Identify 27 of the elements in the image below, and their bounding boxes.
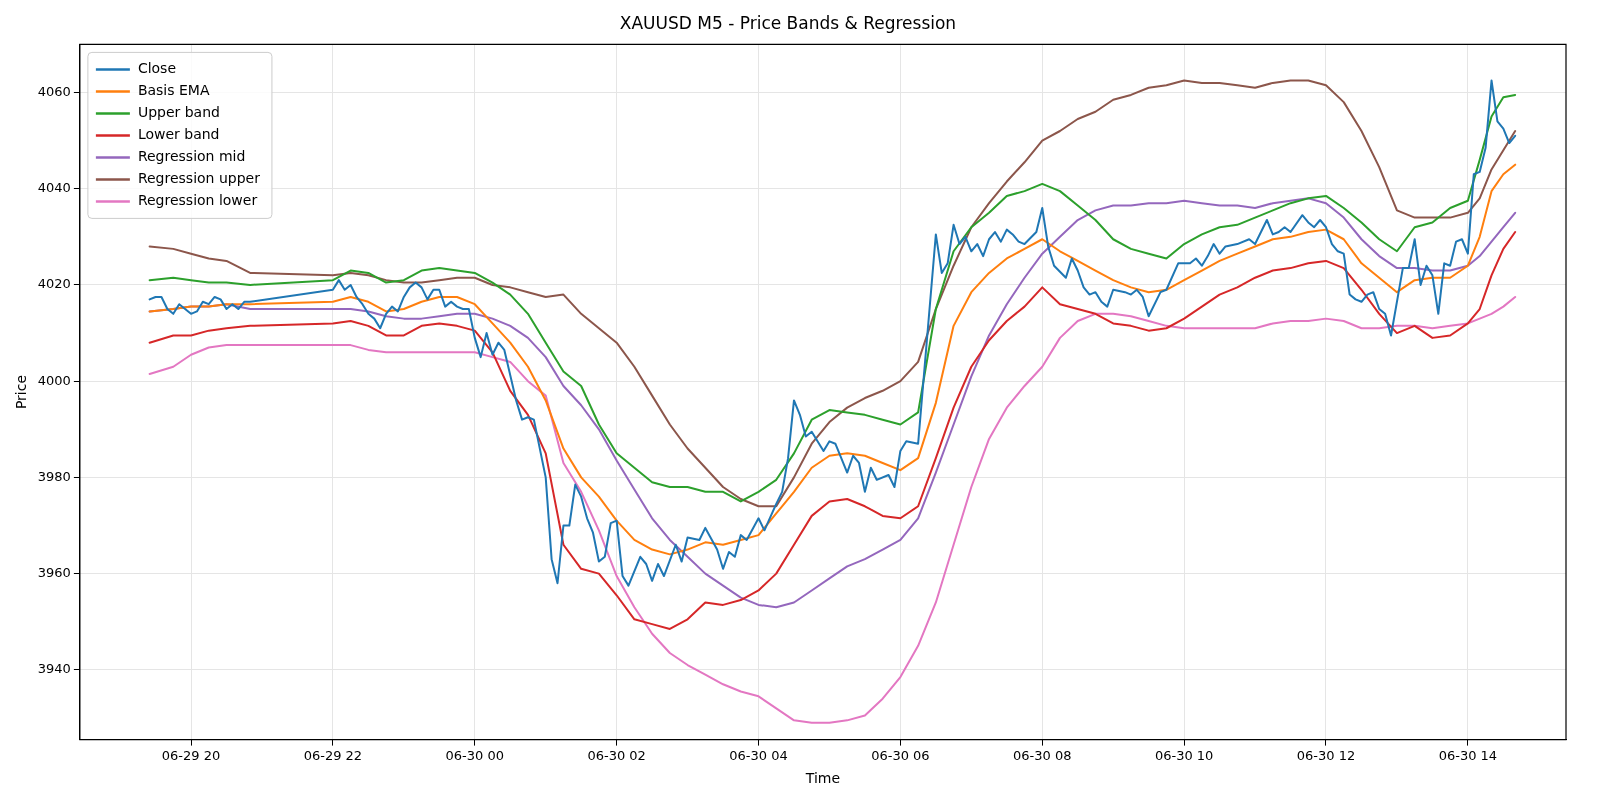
x-tick-label: 06-29 22 xyxy=(303,747,363,763)
y-tick-label: 4060 xyxy=(37,83,71,99)
legend-label: Regression mid xyxy=(137,148,246,165)
x-tick-label: 06-30 06 xyxy=(871,747,930,763)
x-tick-label: 06-30 08 xyxy=(1013,747,1072,763)
y-tick-label: 4020 xyxy=(37,276,71,292)
x-tick-label: 06-30 14 xyxy=(1438,747,1498,763)
legend-label: Basis EMA xyxy=(137,82,210,99)
legend-label: Regression upper xyxy=(137,170,261,187)
x-tick-label: 06-29 20 xyxy=(161,747,221,763)
y-tick-label: 3960 xyxy=(37,564,71,580)
x-tick-label: 06-30 04 xyxy=(729,747,788,763)
legend-label: Close xyxy=(137,60,177,77)
chart-title: XAUUSD M5 - Price Bands & Regression xyxy=(619,12,957,33)
y-tick-label: 4000 xyxy=(37,372,71,388)
legend-label: Upper band xyxy=(137,104,220,121)
y-tick-label: 3980 xyxy=(37,468,71,484)
y-axis-title: Price xyxy=(13,374,30,410)
x-axis-title: Time xyxy=(804,770,841,787)
x-tick-label: 06-30 12 xyxy=(1296,747,1356,763)
y-tick-label: 4040 xyxy=(37,180,71,196)
x-tick-label: 06-30 10 xyxy=(1154,747,1214,763)
legend-label: Regression lower xyxy=(137,192,258,209)
x-tick-label: 06-30 02 xyxy=(587,747,646,763)
legend-label: Lower band xyxy=(137,126,220,143)
y-tick-label: 3940 xyxy=(37,661,71,677)
x-tick-label: 06-30 00 xyxy=(445,747,504,763)
